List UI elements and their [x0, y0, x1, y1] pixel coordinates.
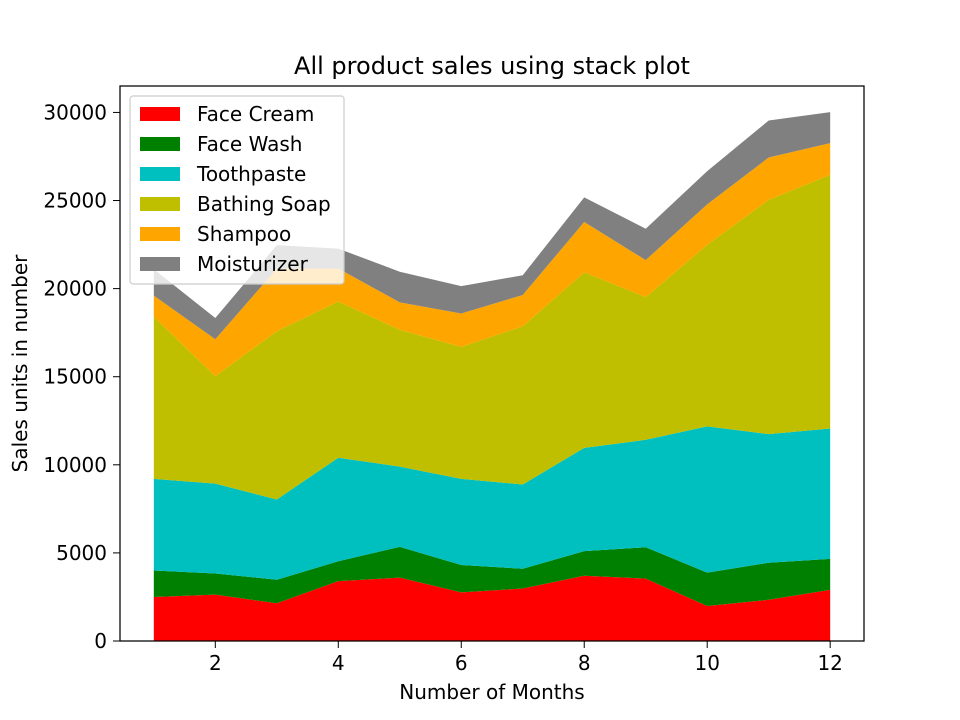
y-tick-label: 10000 — [43, 453, 107, 477]
y-tick-label: 25000 — [43, 189, 107, 213]
chart-title: All product sales using stack plot — [294, 52, 690, 80]
legend-label-moisturizer: Moisturizer — [197, 252, 309, 276]
area-moisturizer — [153, 112, 831, 340]
legend-swatch-shampoo — [140, 227, 180, 241]
area-face-wash — [153, 546, 831, 606]
legend-label-toothpaste: Toothpaste — [196, 162, 306, 186]
legend-swatch-toothpaste — [140, 167, 180, 181]
stacked-areas — [153, 112, 831, 641]
legend-swatch-face-cream — [140, 107, 180, 121]
y-axis-label: Sales units in number — [8, 254, 32, 473]
legend: Face Cream Face Wash Toothpaste Bathing Soa… — [129, 95, 345, 285]
y-axis-ticks: 0 5000 10000 15000 20000 25000 30000 — [43, 100, 120, 653]
plot-area-frame — [119, 85, 865, 642]
y-tick-label: 5000 — [56, 541, 107, 565]
legend-label-shampoo: Shampoo — [197, 222, 291, 246]
x-tick-label: 2 — [209, 651, 222, 675]
x-axis-label: Number of Months — [399, 680, 584, 704]
area-toothpaste — [153, 426, 831, 580]
area-face-cream — [153, 575, 831, 641]
x-tick-label: 12 — [817, 651, 842, 675]
legend-swatch-moisturizer — [140, 257, 180, 271]
y-tick-label: 30000 — [43, 100, 107, 124]
legend-label-bathing-soap: Bathing Soap — [197, 192, 331, 216]
area-shampoo — [153, 143, 831, 377]
legend-swatch-face-wash — [140, 137, 180, 151]
legend-label-face-wash: Face Wash — [197, 132, 302, 156]
x-axis-ticks: 2 4 6 8 10 12 — [209, 641, 843, 675]
y-tick-label: 0 — [94, 629, 107, 653]
x-tick-label: 8 — [578, 651, 591, 675]
area-bathing-soap — [153, 174, 831, 500]
x-tick-label: 6 — [455, 651, 468, 675]
y-tick-label: 15000 — [43, 365, 107, 389]
legend-swatch-bathing-soap — [140, 197, 180, 211]
y-tick-label: 20000 — [43, 277, 107, 301]
legend-box — [129, 95, 345, 285]
legend-label-face-cream: Face Cream — [197, 102, 314, 126]
x-tick-label: 10 — [694, 651, 719, 675]
x-tick-label: 4 — [332, 651, 345, 675]
